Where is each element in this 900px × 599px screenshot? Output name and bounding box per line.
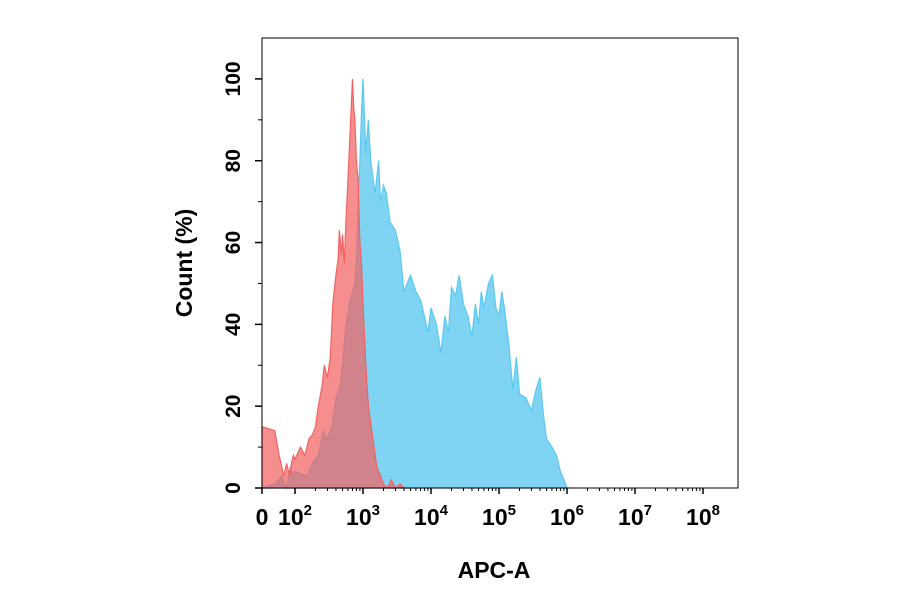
y-axis: 0 20 40 60 80 100 xyxy=(222,61,262,494)
x-tick-label: 107 xyxy=(618,502,652,530)
y-tick-label: 60 xyxy=(222,231,245,254)
y-tick-label: 100 xyxy=(222,61,245,96)
x-tick-label: 108 xyxy=(686,502,720,530)
x-axis-label: APC-A xyxy=(458,557,531,583)
x-axis: 0 102 103 104 105 106 107 108 xyxy=(256,488,720,530)
x-tick-label: 105 xyxy=(482,502,516,530)
series-2-area xyxy=(261,78,411,490)
y-tick-label: 20 xyxy=(222,395,245,418)
x-tick-label: 0 xyxy=(256,504,269,530)
x-tick-label: 106 xyxy=(550,502,584,530)
y-tick-label: 0 xyxy=(222,482,245,494)
plot-border xyxy=(261,37,739,489)
plot-frame xyxy=(261,37,739,489)
y-axis-label: Count (%) xyxy=(171,209,197,318)
x-tick-label: 104 xyxy=(414,502,449,530)
x-tick-label: 103 xyxy=(346,502,380,530)
series-1-area xyxy=(261,78,570,491)
x-tick-label: 102 xyxy=(278,502,312,530)
y-tick-label: 40 xyxy=(222,313,245,336)
series-layer xyxy=(261,78,570,491)
y-tick-label: 80 xyxy=(222,149,245,172)
